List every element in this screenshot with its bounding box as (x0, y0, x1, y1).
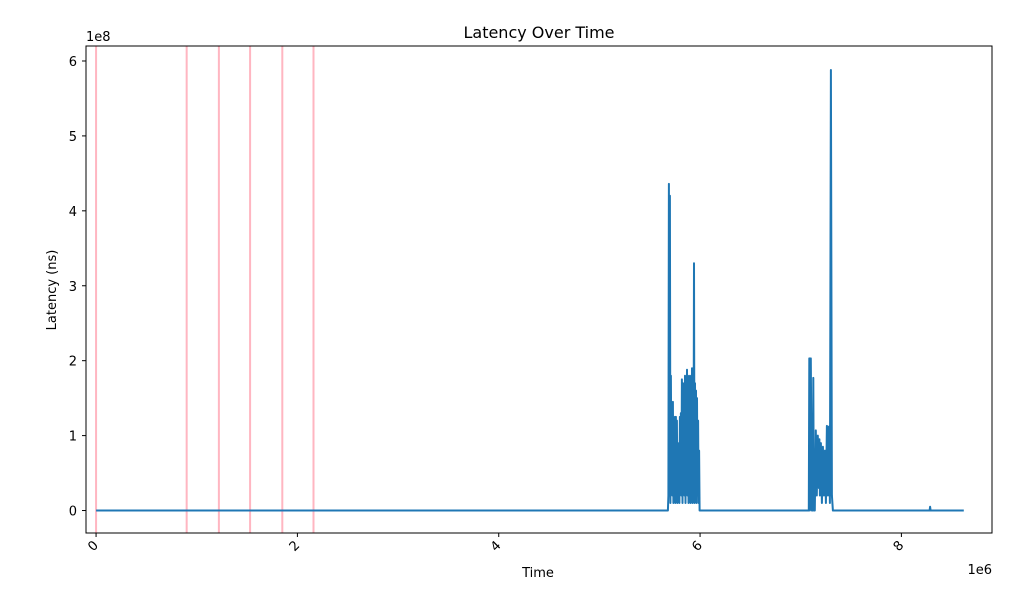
chart-title: Latency Over Time (463, 23, 614, 42)
y-tick-label-6: 6 (69, 55, 77, 70)
y-tick-label-5: 5 (69, 130, 77, 145)
y-tick-label-2: 2 (69, 355, 77, 370)
vertical-markers (95, 46, 315, 533)
y-axis-ticks: 0 1 2 3 4 5 6 (69, 55, 86, 520)
y-tick-label-1: 1 (69, 430, 77, 445)
x-axis-offset-text: 1e6 (967, 563, 992, 578)
plot-frame (85, 45, 993, 534)
y-tick-label-3: 3 (69, 280, 77, 295)
y-axis-offset-text: 1e8 (86, 30, 111, 45)
y-tick-label-0: 0 (69, 505, 77, 520)
x-axis-label: Time (521, 566, 554, 581)
series-line-0 (96, 69, 964, 512)
series-layer (96, 69, 964, 512)
y-tick-label-4: 4 (69, 205, 77, 220)
y-axis-label: Latency (ns) (45, 250, 60, 331)
